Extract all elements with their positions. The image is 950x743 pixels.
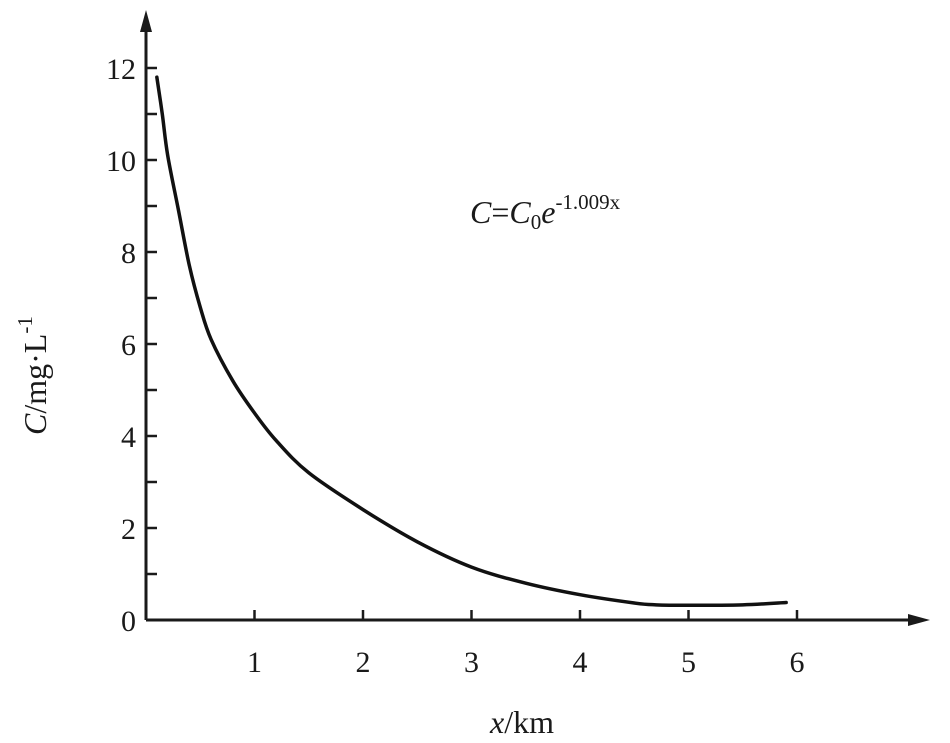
equation-equals: = (491, 194, 509, 230)
y-tick-label: 10 (106, 145, 136, 178)
y-axis-label-sup: -1 (13, 316, 37, 334)
x-tick-label: 5 (681, 646, 696, 679)
equation-coef: C (509, 194, 531, 230)
y-axis-label: C/mg·L-1 (13, 316, 53, 435)
y-axis-arrow (140, 10, 152, 32)
x-tick-label: 3 (464, 646, 479, 679)
y-tick-label: 6 (121, 329, 136, 362)
y-tick-label: 4 (121, 421, 136, 454)
x-axis-label: x/km (489, 704, 554, 740)
x-tick-label: 2 (356, 646, 371, 679)
x-tick-label: 6 (790, 646, 805, 679)
x-tick-label: 1 (247, 646, 262, 679)
y-tick-label: 12 (106, 53, 136, 86)
y-tick-label: 2 (121, 513, 136, 546)
equation-lhs: C (470, 194, 492, 230)
y-axis-label-var: C (17, 413, 53, 435)
y-axis-label-unit: /mg·L (17, 334, 53, 414)
x-axis-label-unit: /km (504, 704, 554, 740)
y-tick-label: 8 (121, 237, 136, 270)
equation-exponent: -1.009x (555, 190, 620, 214)
equation-annotation: C=C0e-1.009x (470, 190, 621, 234)
data-curve (155, 75, 788, 608)
y-tick-label: 0 (121, 605, 136, 638)
equation-coef-subscript: 0 (531, 210, 542, 234)
x-tick-label: 4 (573, 646, 588, 679)
axes (140, 10, 930, 626)
equation-base: e (541, 194, 555, 230)
ticks (146, 66, 799, 620)
x-axis-label-var: x (489, 704, 504, 740)
x-axis-arrow (908, 614, 930, 626)
